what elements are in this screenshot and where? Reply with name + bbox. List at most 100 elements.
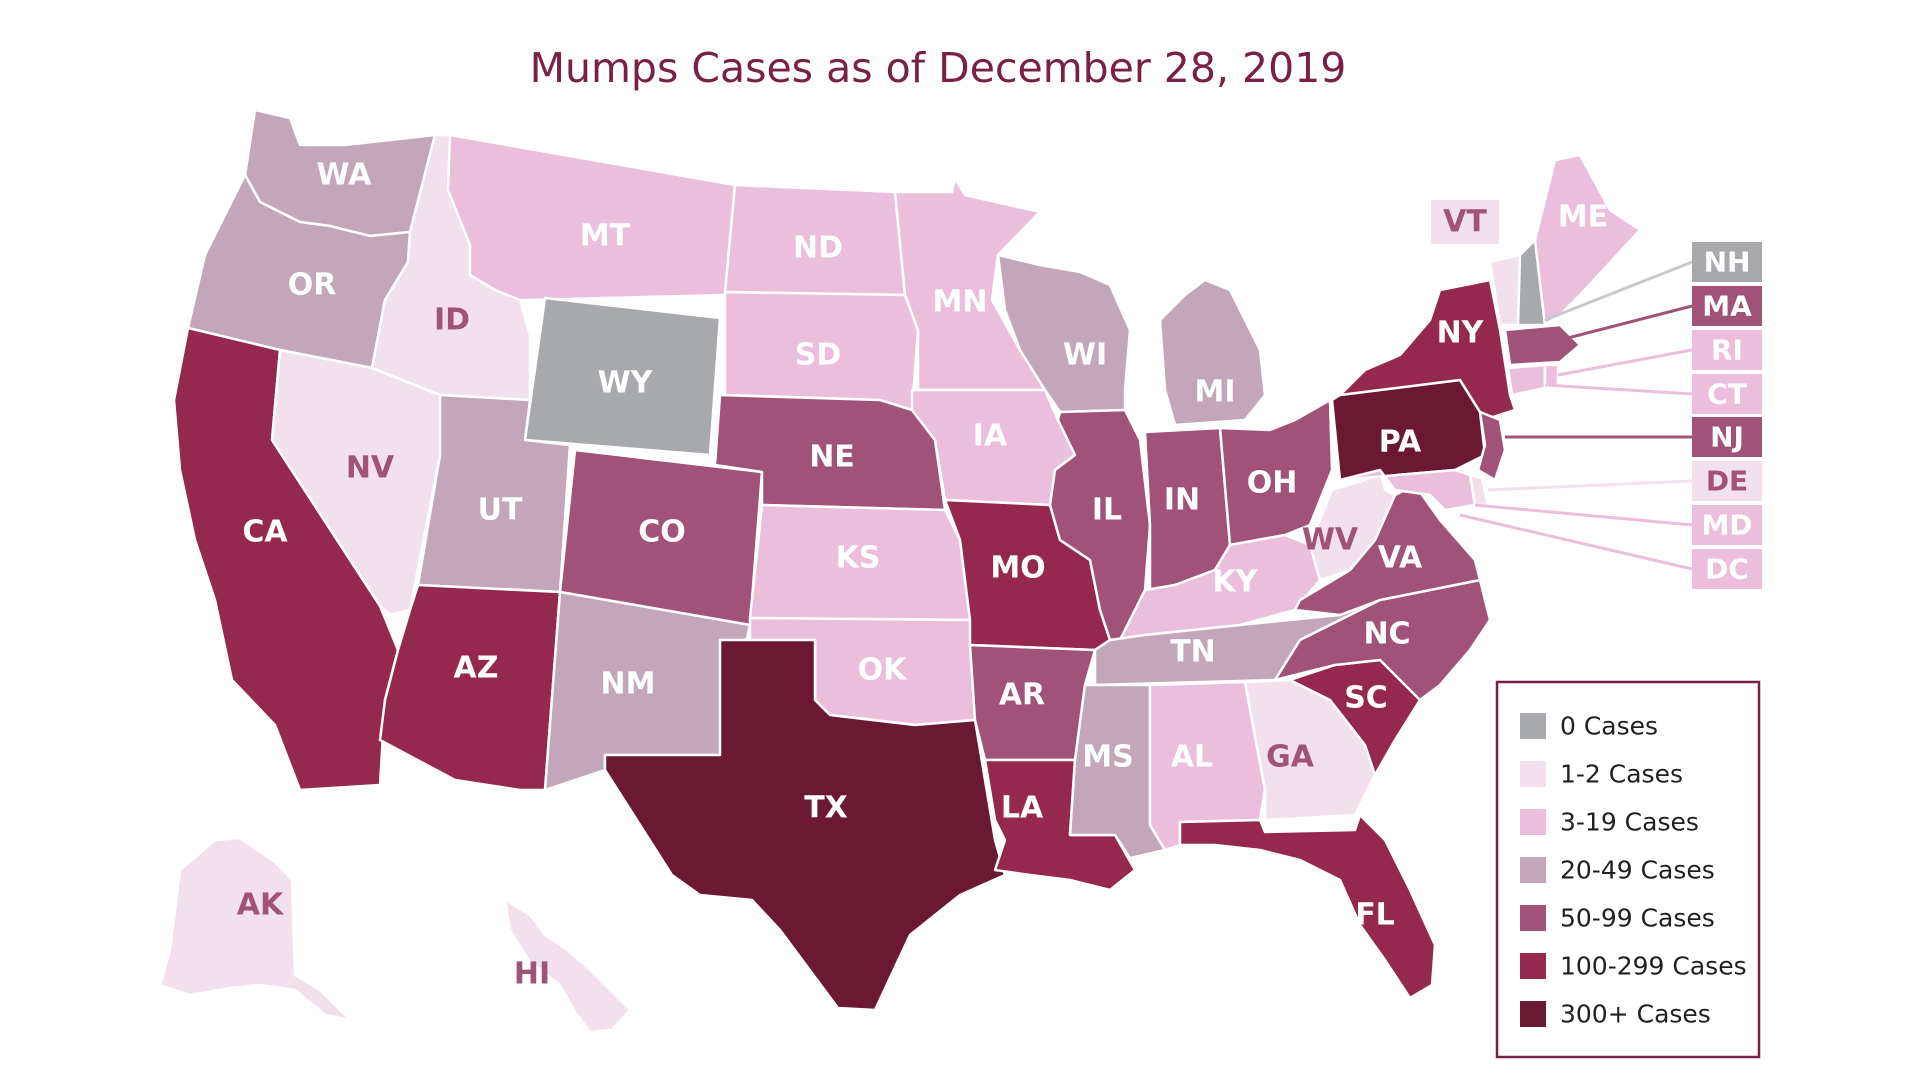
state-UT[interactable] xyxy=(416,393,572,594)
callout-leader-DE xyxy=(1487,479,1693,492)
state-MN[interactable] xyxy=(893,176,1047,392)
state-label-box-VT xyxy=(1431,200,1499,244)
map-title: Mumps Cases as of December 28, 2019 xyxy=(530,44,1347,92)
callouts-layer: NH MA RI CT NJ DE MD xyxy=(1459,242,1762,589)
state-label-MN: MN xyxy=(933,285,988,320)
state-label-GA: GA xyxy=(1266,740,1315,775)
legend-swatch-c20 xyxy=(1520,857,1546,883)
callout-label-NJ: NJ xyxy=(1710,421,1744,454)
legend-label-c1: 1-2 Cases xyxy=(1560,760,1683,789)
state-MT[interactable] xyxy=(446,133,737,302)
legend-label-c50: 50-99 Cases xyxy=(1560,904,1715,933)
state-label-LA: LA xyxy=(1001,791,1044,826)
callout-box-CT xyxy=(1692,374,1762,414)
callout-label-DE: DE xyxy=(1706,465,1748,498)
states-layer xyxy=(158,108,1642,1034)
state-TX[interactable] xyxy=(603,638,1007,1012)
state-AZ[interactable] xyxy=(378,583,562,792)
callout-RI[interactable]: RI xyxy=(1557,330,1762,377)
state-label-AR: AR xyxy=(999,678,1045,713)
legend-swatch-c50 xyxy=(1520,905,1546,931)
legend-swatch-c300 xyxy=(1520,1001,1546,1027)
state-label-IL: IL xyxy=(1092,493,1122,528)
state-CT[interactable] xyxy=(1506,363,1547,397)
callout-label-MD: MD xyxy=(1701,509,1752,542)
callout-box-RI xyxy=(1692,330,1762,370)
state-HI[interactable] xyxy=(503,898,632,1034)
state-label-NE: NE xyxy=(809,440,855,475)
state-label-NV: NV xyxy=(346,451,395,486)
state-label-AZ: AZ xyxy=(454,651,499,686)
callout-NJ[interactable]: NJ xyxy=(1505,417,1762,457)
state-label-MO: MO xyxy=(990,551,1045,586)
state-MI[interactable] xyxy=(1158,278,1267,427)
callout-MD[interactable]: MD xyxy=(1474,503,1762,545)
callout-box-NH xyxy=(1692,242,1762,282)
state-label-SC: SC xyxy=(1344,681,1388,716)
state-label-IN: IN xyxy=(1164,483,1200,518)
state-label-VA: VA xyxy=(1378,541,1423,576)
legend-label-c300: 300+ Cases xyxy=(1560,1000,1711,1029)
state-label-MT: MT xyxy=(580,219,631,254)
callout-DE[interactable]: DE xyxy=(1487,461,1762,501)
state-WY[interactable] xyxy=(523,296,722,457)
state-label-FL: FL xyxy=(1355,898,1395,933)
state-MA[interactable] xyxy=(1503,323,1582,367)
state-label-WI: WI xyxy=(1063,338,1107,373)
state-label-MI: MI xyxy=(1194,375,1235,410)
state-NJ[interactable] xyxy=(1476,410,1507,482)
state-label-AL: AL xyxy=(1171,740,1213,775)
state-label-OK: OK xyxy=(858,653,909,688)
callout-CT[interactable]: CT xyxy=(1544,374,1762,414)
state-label-KY: KY xyxy=(1213,565,1259,600)
state-NC[interactable] xyxy=(1273,578,1492,702)
state-WI[interactable] xyxy=(996,253,1132,414)
state-label-TN: TN xyxy=(1170,635,1216,670)
callout-box-NJ xyxy=(1692,417,1762,457)
legend-label-c100: 100-299 Cases xyxy=(1560,952,1747,981)
state-label-NM: NM xyxy=(601,667,656,702)
state-MD[interactable] xyxy=(1338,468,1477,512)
state-label-KS: KS xyxy=(836,541,881,576)
callout-label-DC: DC xyxy=(1705,553,1749,586)
legend-swatch-c100 xyxy=(1520,953,1546,979)
state-label-NY: NY xyxy=(1437,316,1485,351)
callout-DC[interactable]: DC xyxy=(1459,513,1762,589)
callout-leader-NH xyxy=(1544,260,1693,322)
callout-box-MA xyxy=(1692,286,1762,326)
callout-box-DE xyxy=(1692,461,1762,501)
state-label-ID: ID xyxy=(434,303,470,338)
legend: 0 Cases 1-2 Cases 3-19 Cases 20-49 Cases 50-… xyxy=(1495,680,1761,1059)
callout-label-MA: MA xyxy=(1702,290,1752,323)
callout-MA[interactable]: MA xyxy=(1559,286,1762,342)
callout-label-CT: CT xyxy=(1707,378,1747,411)
state-label-CA: CA xyxy=(242,515,288,550)
legend-label-c20: 20-49 Cases xyxy=(1560,856,1715,885)
state-label-OR: OR xyxy=(288,268,337,303)
state-label-OH: OH xyxy=(1247,466,1298,501)
state-label-IA: IA xyxy=(973,419,1008,454)
state-label-TX: TX xyxy=(804,791,848,826)
callout-box-DC xyxy=(1692,549,1762,589)
state-label-UT: UT xyxy=(478,493,523,528)
callout-leader-MD xyxy=(1474,503,1693,527)
state-label-VT: VT xyxy=(1443,205,1487,240)
state-FL[interactable] xyxy=(1178,813,1437,1000)
callout-label-RI: RI xyxy=(1711,334,1743,367)
state-AK[interactable] xyxy=(158,836,352,1022)
legend-swatch-c0 xyxy=(1520,713,1546,739)
state-label-AK: AK xyxy=(237,888,285,923)
state-label-CO: CO xyxy=(638,515,686,550)
state-label-ND: ND xyxy=(793,231,843,266)
legend-label-c0: 0 Cases xyxy=(1560,712,1658,741)
callout-leader-MA xyxy=(1559,304,1693,342)
state-label-WA: WA xyxy=(317,158,373,193)
state-ME[interactable] xyxy=(1533,153,1642,327)
callout-NH[interactable]: NH xyxy=(1544,242,1762,322)
state-label-WY: WY xyxy=(598,366,654,401)
state-WV[interactable] xyxy=(1308,468,1397,582)
state-label-HI: HI xyxy=(514,957,550,992)
legend-label-c3: 3-19 Cases xyxy=(1560,808,1699,837)
state-IL[interactable] xyxy=(1048,408,1152,642)
